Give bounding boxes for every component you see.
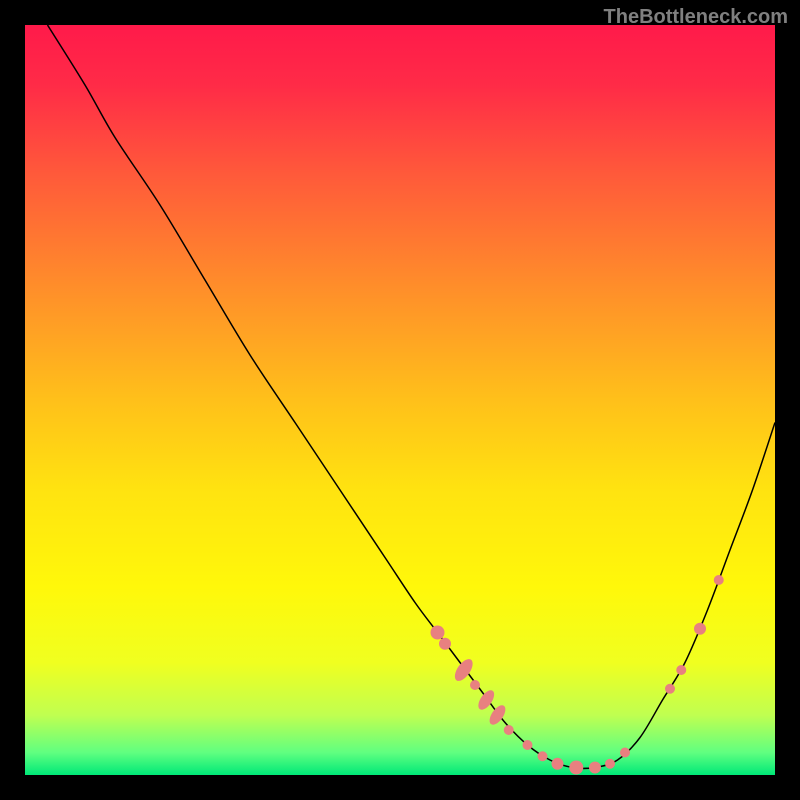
- marker-point: [523, 740, 533, 750]
- marker-point: [431, 626, 445, 640]
- chart-container: TheBottleneck.com: [0, 0, 800, 800]
- marker-point: [694, 623, 706, 635]
- marker-point: [589, 762, 601, 774]
- chart-area: [25, 25, 775, 775]
- marker-point: [605, 759, 615, 769]
- bottleneck-chart: [25, 25, 775, 775]
- marker-point: [714, 575, 724, 585]
- marker-point: [665, 684, 675, 694]
- gradient-background: [25, 25, 775, 775]
- marker-point: [552, 758, 564, 770]
- watermark-text: TheBottleneck.com: [604, 6, 788, 29]
- marker-point: [504, 725, 514, 735]
- marker-point: [569, 761, 583, 775]
- marker-point: [620, 748, 630, 758]
- marker-point: [470, 680, 480, 690]
- marker-point: [676, 665, 686, 675]
- marker-point: [538, 751, 548, 761]
- marker-point: [439, 638, 451, 650]
